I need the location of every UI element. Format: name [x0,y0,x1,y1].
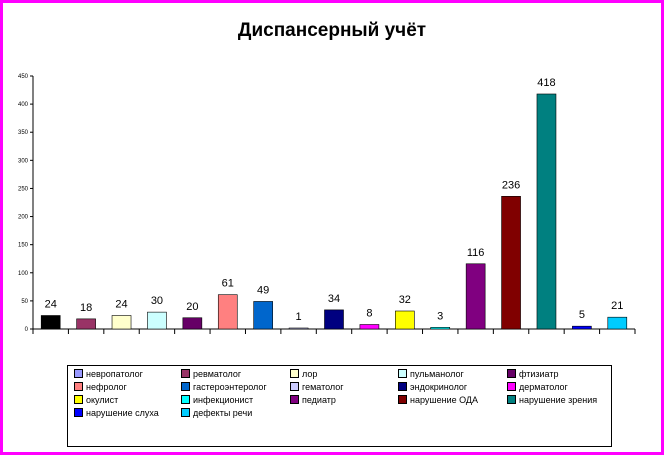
legend-swatch [181,382,190,391]
legend-label: гастероэнтеролог [193,382,267,392]
data-label: 116 [467,247,485,259]
y-tick-label: 250 [18,186,29,192]
bar-11 [395,310,415,330]
legend-swatch [181,408,190,417]
legend-label: инфекционист [193,395,254,405]
legend-swatch [181,369,190,378]
bar-2 [76,318,96,330]
bar-4 [147,311,167,330]
legend-item: невропатолог [74,368,143,381]
legend-swatch [290,369,299,378]
y-tick-label: 400 [18,102,29,108]
legend-label: педиатр [302,395,336,405]
legend-label: нефролог [86,382,127,392]
legend-swatch [398,382,407,391]
data-label: 8 [366,308,372,320]
legend-label: невропатолог [86,369,143,379]
chart-legend: невропатолог ревматолог лор пульманолог фтиз… [67,365,612,447]
legend-swatch [74,369,83,378]
legend-item: нарушение ОДА [398,394,478,407]
bar-13 [465,263,486,330]
data-label: 18 [80,302,92,314]
data-label: 30 [151,295,163,307]
legend-label: нарушение слуха [86,408,159,418]
legend-item: ревматолог [181,368,241,381]
data-label: 418 [537,77,555,89]
legend-label: пульманолог [410,369,464,379]
data-label: 24 [115,299,127,311]
bar-7 [253,301,273,330]
legend-label: дефекты речи [193,408,253,418]
y-tick-label: 0 [25,327,29,333]
y-tick-label: 350 [18,130,29,136]
legend-item: дерматолог [507,381,568,394]
y-tick-label: 150 [18,243,29,249]
data-label: 5 [579,309,585,321]
y-tick-label: 200 [18,215,29,221]
legend-swatch [74,382,83,391]
legend-label: окулист [86,395,119,405]
data-label: 3 [437,310,443,322]
legend-swatch [74,395,83,404]
legend-swatch [74,408,83,417]
data-label: 49 [257,284,269,296]
legend-item: нефролог [74,381,127,394]
legend-item: эндокринолог [398,381,467,394]
bar-3 [111,315,132,330]
legend-item: педиатр [290,394,336,407]
legend-label: гематолог [302,382,344,392]
y-tick-label: 300 [18,158,29,164]
y-tick-label: 450 [18,74,29,80]
legend-item: гастероэнтеролог [181,381,267,394]
bar-17 [607,316,628,330]
legend-swatch [507,382,516,391]
legend-item: гематолог [290,381,344,394]
legend-item: пульманолог [398,368,464,381]
data-label: 32 [399,294,411,306]
legend-swatch [398,369,407,378]
legend-item: фтизиатр [507,368,558,381]
bar-15 [536,93,557,330]
y-tick-label: 100 [18,271,29,277]
bar-1 [40,315,61,330]
bar-14 [501,196,521,330]
legend-item: инфекционист [181,394,253,407]
legend-label: дерматолог [519,382,568,392]
bar-8 [288,327,309,330]
data-label: 20 [186,301,198,313]
legend-swatch [290,395,299,404]
legend-swatch [181,395,190,404]
data-label: 236 [502,179,520,191]
legend-item: нарушение зрения [507,394,597,407]
data-label: 24 [45,299,57,311]
data-label: 21 [611,300,623,312]
chart-title: Диспансерный учёт [237,20,427,41]
bar-6 [217,294,238,330]
data-label: 61 [222,278,234,290]
data-label: 1 [296,311,302,323]
legend-label: нарушение ОДА [410,395,479,405]
legend-label: эндокринолог [410,382,468,392]
legend-label: фтизиатр [519,369,559,379]
bar-5 [182,317,203,330]
legend-swatch [507,395,516,404]
bar-16 [572,325,592,330]
bar-12 [430,327,451,330]
y-tick-label: 50 [21,299,28,305]
data-label: 34 [328,293,340,305]
legend-item: окулист [74,394,118,407]
bar-10 [359,324,380,330]
legend-swatch [507,369,516,378]
legend-label: нарушение зрения [519,395,598,405]
legend-item: дефекты речи [181,407,252,420]
legend-label: ревматолог [193,369,242,379]
legend-swatch [398,395,407,404]
bar-9 [324,309,344,330]
legend-item: лор [290,368,317,381]
legend-item: нарушение слуха [74,407,159,420]
legend-label: лор [302,369,318,379]
legend-swatch [290,382,299,391]
